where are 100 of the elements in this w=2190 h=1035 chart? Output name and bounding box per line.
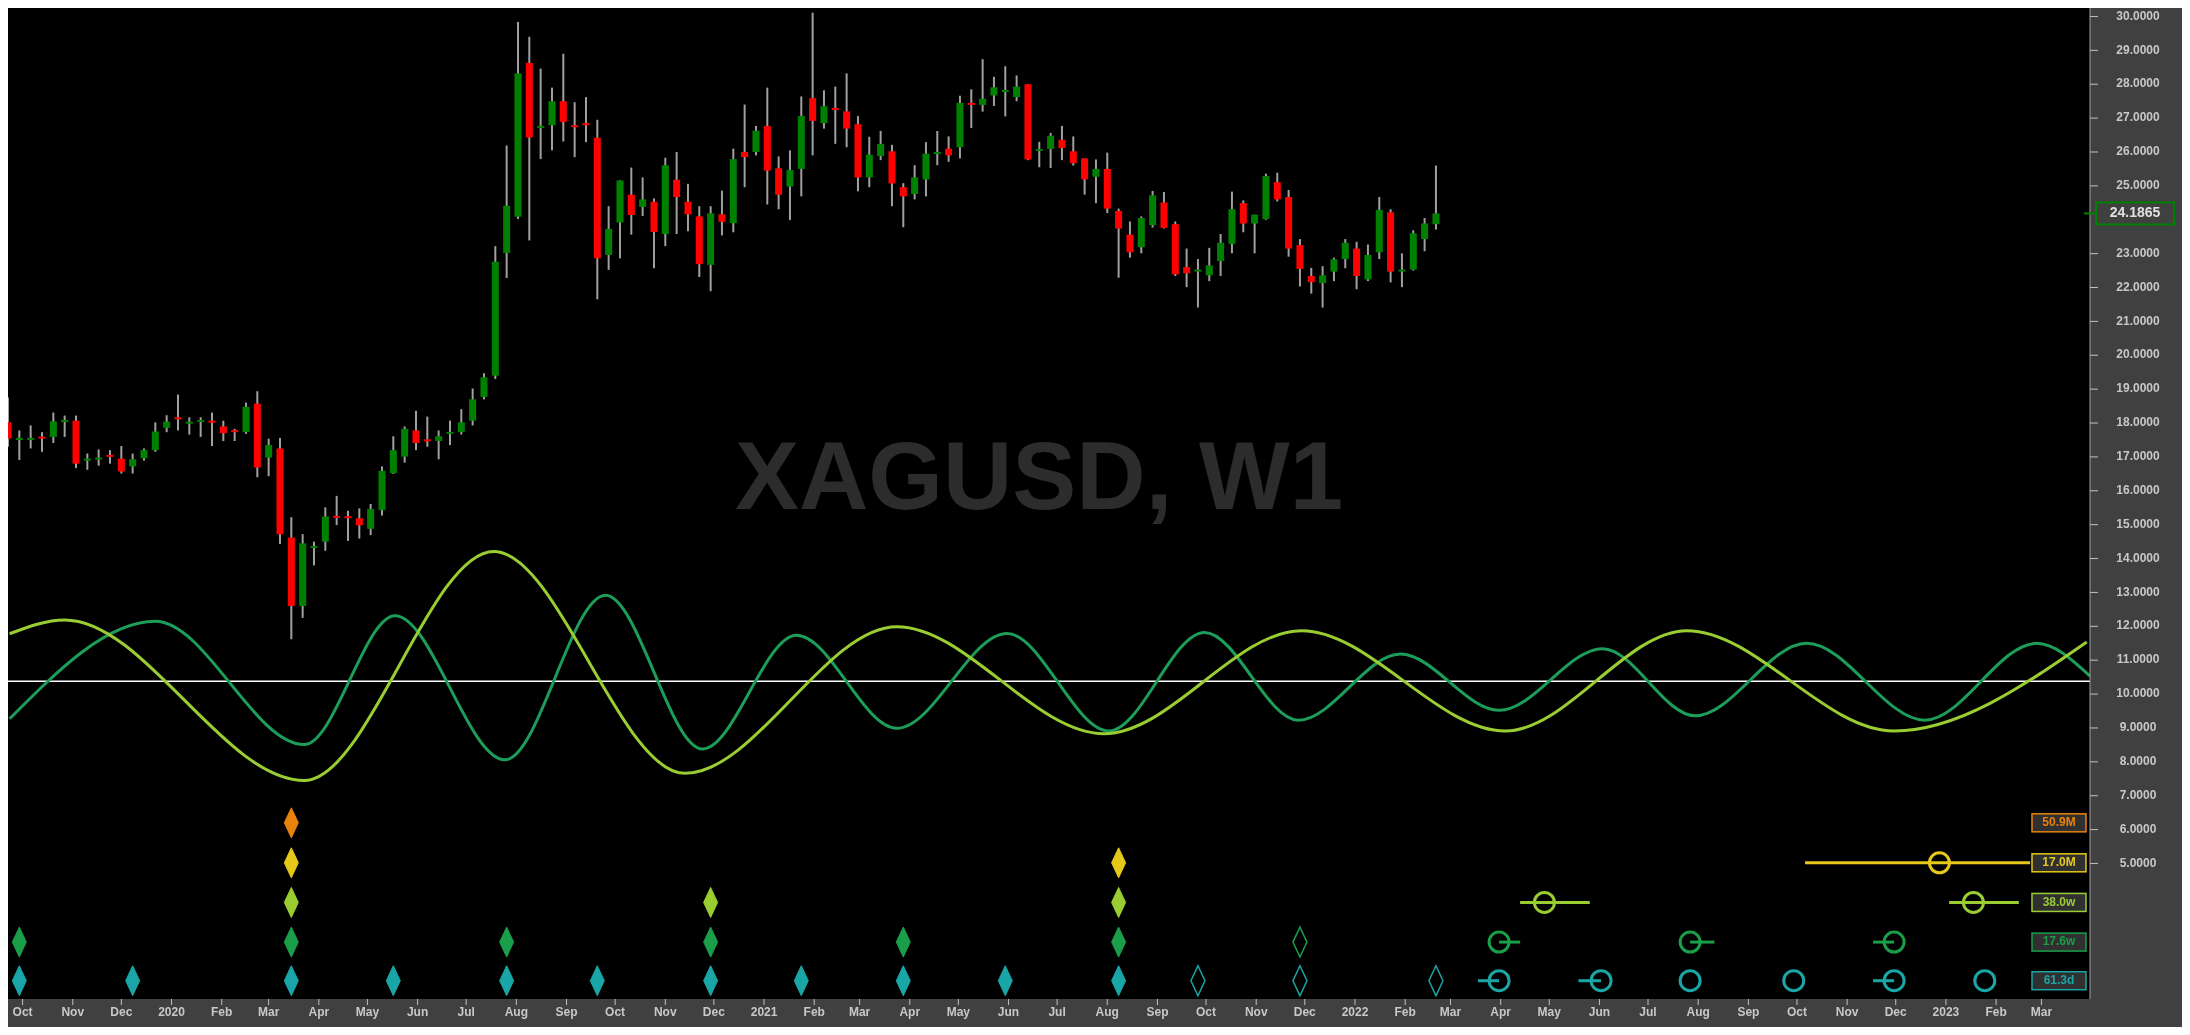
line-series bbox=[8, 593, 2090, 762]
y-tick-label: 23.0000 bbox=[2116, 245, 2161, 260]
candlestick bbox=[1081, 157, 1089, 196]
point bbox=[1487, 969, 1511, 993]
text: 50.9M bbox=[2042, 814, 2076, 829]
candlestick bbox=[1307, 266, 1315, 295]
x-tick-label: Feb bbox=[1985, 1005, 2007, 1019]
point bbox=[1532, 890, 1556, 914]
candlestick bbox=[933, 129, 941, 167]
y-tick-label: 17.0000 bbox=[2116, 449, 2161, 464]
text: 17.6w bbox=[2042, 934, 2076, 949]
candlestick bbox=[639, 176, 647, 218]
candlestick bbox=[741, 103, 749, 189]
candlestick bbox=[911, 164, 919, 201]
point bbox=[1882, 930, 1906, 954]
y-tick-label: 18.0000 bbox=[2116, 415, 2161, 430]
y-tick-label: 28.0000 bbox=[2116, 76, 2161, 91]
candlestick bbox=[333, 494, 341, 527]
x-tick-label: Mar bbox=[848, 1005, 871, 1019]
candlestick bbox=[571, 101, 579, 159]
text: 61.3d bbox=[2043, 972, 2075, 987]
y-tick-label: 12.0000 bbox=[2116, 618, 2161, 633]
candlestick bbox=[1341, 238, 1349, 270]
candlestick bbox=[1421, 217, 1429, 253]
x-tick-label: Mar bbox=[1439, 1005, 1462, 1019]
x-tick-label: Dec bbox=[702, 1005, 726, 1019]
point bbox=[1961, 890, 1985, 914]
candlestick bbox=[423, 415, 431, 448]
candlestick bbox=[174, 393, 182, 432]
x-tick-label: May bbox=[946, 1005, 971, 1019]
point bbox=[1487, 930, 1511, 954]
candlestick bbox=[752, 124, 760, 157]
candlestick bbox=[786, 149, 794, 222]
x-tick-label: Apr bbox=[1490, 1005, 1512, 1019]
x-tick-label: Nov bbox=[1835, 1005, 1859, 1019]
y-tick-label: 27.0000 bbox=[2116, 110, 2161, 125]
point bbox=[1678, 969, 1702, 993]
candlestick bbox=[1398, 252, 1406, 289]
x-tick-label: Jul bbox=[1048, 1005, 1066, 1019]
candlestick bbox=[457, 408, 465, 436]
x-tick-label: Aug bbox=[1095, 1005, 1119, 1019]
candlestick bbox=[1296, 238, 1304, 288]
candlestick bbox=[355, 507, 363, 540]
candlestick bbox=[95, 448, 103, 467]
x-tick-label: Jul bbox=[457, 1005, 475, 1019]
y-tick-label: 20.0000 bbox=[2116, 347, 2161, 362]
text: 24.1865 bbox=[2109, 204, 2161, 221]
candlestick bbox=[151, 421, 159, 453]
candlestick bbox=[1183, 247, 1191, 289]
candlestick bbox=[469, 387, 477, 427]
x-tick-label: Nov bbox=[653, 1005, 677, 1019]
candlestick bbox=[367, 503, 375, 537]
candlestick bbox=[1092, 158, 1100, 205]
candlestick bbox=[1035, 140, 1043, 169]
candlestick bbox=[537, 67, 545, 161]
candlestick bbox=[1069, 135, 1077, 167]
x-tick-label: May bbox=[355, 1005, 380, 1019]
candlestick bbox=[15, 429, 23, 461]
x-tick-label: Apr bbox=[899, 1005, 921, 1019]
candlestick bbox=[61, 414, 69, 438]
candlestick bbox=[1058, 124, 1066, 162]
y-tick-label: 9.0000 bbox=[2119, 720, 2157, 735]
candlestick bbox=[1330, 256, 1338, 283]
text: 38.0w bbox=[2042, 894, 2076, 909]
point bbox=[1973, 969, 1997, 993]
candlestick bbox=[197, 416, 205, 438]
x-tick-label: Apr bbox=[308, 1005, 330, 1019]
point bbox=[1927, 851, 1951, 875]
candlestick bbox=[49, 411, 57, 445]
y-tick-label: 5.0000 bbox=[2119, 855, 2157, 870]
line-series bbox=[8, 549, 2089, 782]
candlestick bbox=[820, 89, 828, 130]
x-tick-label: Jun bbox=[997, 1005, 1020, 1019]
candlestick bbox=[1194, 258, 1202, 309]
x-tick-label: Nov bbox=[1244, 1005, 1268, 1019]
candlestick bbox=[1115, 207, 1123, 279]
candlestick bbox=[877, 129, 885, 162]
x-tick-label: Nov bbox=[61, 1005, 85, 1019]
x-tick-label: Feb bbox=[803, 1005, 825, 1019]
candlestick bbox=[1239, 199, 1247, 234]
x-tick-label: Dec bbox=[1884, 1005, 1908, 1019]
candlestick bbox=[446, 419, 454, 447]
candlestick bbox=[38, 431, 46, 453]
candlestick bbox=[1251, 213, 1259, 255]
y-tick-label: 14.0000 bbox=[2116, 550, 2161, 565]
candlestick bbox=[684, 182, 692, 233]
candlestick bbox=[718, 189, 726, 237]
candlestick bbox=[831, 85, 839, 145]
x-tick-label: Oct bbox=[12, 1005, 33, 1019]
x-tick-label: 2020 bbox=[158, 1005, 186, 1019]
x-tick-label: Oct bbox=[1786, 1005, 1807, 1019]
candlestick bbox=[1273, 171, 1281, 203]
candlestick bbox=[582, 96, 590, 144]
x-tick-label: Aug bbox=[504, 1005, 529, 1019]
candlestick bbox=[344, 509, 352, 542]
point bbox=[1589, 969, 1613, 993]
x-tick-label: Sep bbox=[555, 1005, 578, 1019]
y-tick-label: 29.0000 bbox=[2116, 42, 2161, 57]
x-tick-label: 2021 bbox=[750, 1005, 778, 1019]
point bbox=[1782, 969, 1806, 993]
